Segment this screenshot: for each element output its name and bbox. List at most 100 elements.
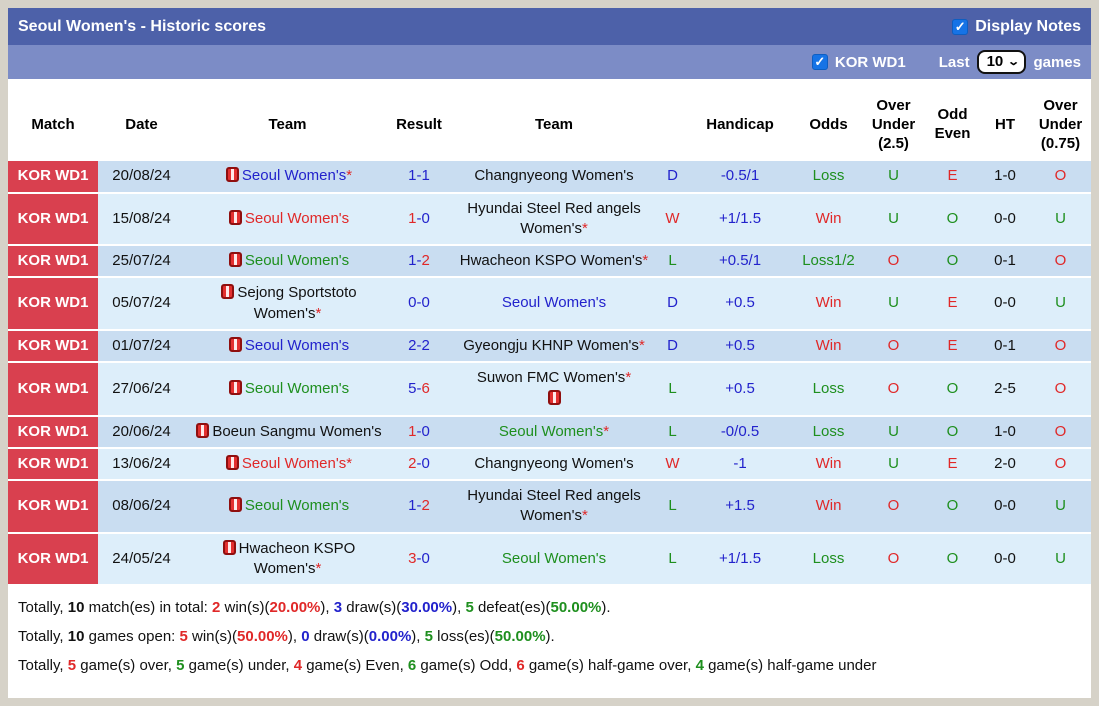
odd-even-cell: E [925,161,980,194]
home-team-name: Boeun Sangmu Women's [212,422,382,440]
over-under-075-cell: O [1030,415,1091,449]
result-cell: 2-0 [390,447,448,482]
handicap-cell: +1/1.5 [685,192,795,246]
away-team-cell[interactable]: Hyundai Steel Red angels Women's* [448,480,660,534]
table-row[interactable]: KOR WD1 20/08/24 Seoul Women's* 1-1 Chan… [8,161,1091,194]
table-row[interactable]: KOR WD1 01/07/24 Seoul Women's 2-2 Gyeon… [8,329,1091,364]
away-team-name: Hyundai Steel Red angels Women's [467,487,641,525]
table-row[interactable]: KOR WD1 13/06/24 Seoul Women's* 2-0 Chan… [8,447,1091,482]
over-under-075-cell: U [1030,192,1091,246]
result-cell: 2-2 [390,329,448,364]
away-team-cell[interactable]: Seoul Women's* [448,415,660,449]
away-team-cell[interactable]: Changnyeong Women's [448,447,660,482]
away-team-cell[interactable]: Gyeongju KHNP Women's* [448,329,660,364]
header-result: Result [396,115,442,133]
ht-cell: 1-0 [980,415,1030,449]
header-ht: HT [995,115,1015,133]
date-cell: 20/06/24 [98,415,185,449]
over-under-25-cell: U [862,192,925,246]
header-blank [660,91,685,161]
home-team-cell[interactable]: Seoul Women's [185,362,390,417]
date-cell: 15/08/24 [98,192,185,246]
home-team-cell[interactable]: Boeun Sangmu Women's [185,415,390,449]
home-team-star: * [315,559,322,577]
league-checkbox[interactable]: ✓ [811,54,828,70]
home-team-name: Seoul Women's [244,336,350,354]
home-team-name: Seoul Women's [244,379,350,397]
away-team-name: Hyundai Steel Red angels Women's [467,199,641,237]
odd-even-cell: E [925,277,980,331]
table-row[interactable]: KOR WD1 08/06/24 Seoul Women's 1-2 Hyund… [8,480,1091,534]
header-over-under-25: Over Under (2.5) [871,97,916,152]
away-team-name: Seoul Women's [501,294,607,312]
match-league-cell: KOR WD1 [8,532,98,586]
result-cell: 1-0 [390,415,448,449]
date-cell: 08/06/24 [98,480,185,534]
summary-line-overunder: Totally, 5 game(s) over, 5 game(s) under… [18,657,877,674]
table-row[interactable]: KOR WD1 15/08/24 Seoul Women's 1-0 Hyund… [8,192,1091,246]
ht-cell: 0-0 [980,480,1030,534]
home-team-cell[interactable]: Seoul Women's [185,192,390,246]
away-team-cell[interactable]: Seoul Women's [448,277,660,331]
display-notes-checkbox[interactable]: ✓ [952,18,969,35]
away-team-cell[interactable]: Changnyeong Women's [448,161,660,194]
handicap-cell: +0.5 [685,362,795,417]
away-team-cell[interactable]: Hwacheon KSPO Women's* [448,245,660,279]
dwl-cell: L [660,480,685,534]
date-cell: 01/07/24 [98,329,185,364]
home-team-cell[interactable]: Hwacheon KSPO Women's* [185,532,390,586]
away-team-cell[interactable]: Seoul Women's [448,532,660,586]
match-league-cell: KOR WD1 [8,329,98,364]
games-count-value: 10 [986,53,1004,70]
over-under-075-cell: O [1030,245,1091,279]
table-row[interactable]: KOR WD1 27/06/24 Seoul Women's 5-6 Suwon… [8,362,1091,417]
games-count-select[interactable]: 10 ⌄ [976,50,1027,74]
header-odds: Odds [809,115,848,133]
page-frame: Seoul Women's - Historic scores ✓ Displa… [8,8,1091,698]
ht-cell: 2-0 [980,447,1030,482]
table-row[interactable]: KOR WD1 05/07/24 Sejong Sportstoto Women… [8,277,1091,331]
odd-even-cell: E [925,329,980,364]
header-date: Date [125,115,158,133]
table-row[interactable]: KOR WD1 20/06/24 Boeun Sangmu Women's 1-… [8,415,1091,449]
table-row[interactable]: KOR WD1 25/07/24 Seoul Women's 1-2 Hwach… [8,245,1091,279]
red-card-icon [228,209,242,225]
home-team-cell[interactable]: Seoul Women's* [185,161,390,194]
home-team-cell[interactable]: Sejong Sportstoto Women's* [185,277,390,331]
odds-cell: Loss [795,161,862,194]
table-row[interactable]: KOR WD1 24/05/24 Hwacheon KSPO Women's* … [8,532,1091,586]
match-league-cell: KOR WD1 [8,245,98,279]
home-team-cell[interactable]: Seoul Women's [185,480,390,534]
odds-cell: Win [795,329,862,364]
handicap-cell: +1.5 [685,480,795,534]
odds-cell: Loss [795,362,862,417]
away-team-cell[interactable]: Suwon FMC Women's* [448,362,660,417]
result-cell: 1-0 [390,192,448,246]
odd-even-cell: O [925,532,980,586]
odds-cell: Loss [795,532,862,586]
match-league-cell: KOR WD1 [8,447,98,482]
over-under-075-cell: O [1030,161,1091,194]
home-team-name: Seoul Women's [244,252,350,269]
red-card-icon [225,167,239,183]
ht-cell: 0-0 [980,192,1030,246]
page-title: Seoul Women's - Historic scores [18,17,267,35]
over-under-25-cell: U [862,277,925,331]
table-header-row: Match Date Team Result Team Handicap Odd… [8,91,1091,161]
dwl-cell: D [660,161,685,194]
away-team-name: Changnyeong Women's [474,167,634,185]
over-under-25-cell: U [862,161,925,194]
ht-cell: 1-0 [980,161,1030,194]
ht-cell: 0-0 [980,277,1030,331]
away-team-cell[interactable]: Hyundai Steel Red angels Women's* [448,192,660,246]
red-card-icon [228,336,242,352]
away-team-star: * [642,252,649,269]
home-team-cell[interactable]: Seoul Women's [185,245,390,279]
result-cell: 3-0 [390,532,448,586]
table-body: KOR WD1 20/08/24 Seoul Women's* 1-1 Chan… [8,161,1091,586]
home-team-cell[interactable]: Seoul Women's* [185,447,390,482]
home-team-cell[interactable]: Seoul Women's [185,329,390,364]
home-team-name: Seoul Women's [244,209,350,227]
result-cell: 0-0 [390,277,448,331]
over-under-25-cell: U [862,447,925,482]
